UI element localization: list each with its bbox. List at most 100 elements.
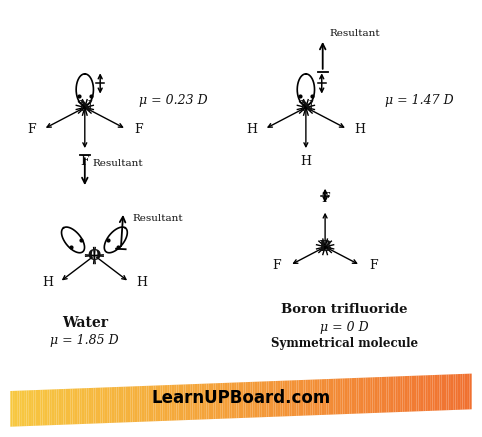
Polygon shape (59, 389, 61, 425)
Polygon shape (379, 377, 382, 413)
Polygon shape (183, 385, 186, 420)
Polygon shape (435, 375, 437, 411)
Polygon shape (368, 378, 370, 413)
Polygon shape (76, 74, 94, 105)
Polygon shape (398, 376, 400, 412)
Polygon shape (119, 387, 121, 423)
Polygon shape (56, 389, 59, 425)
Polygon shape (162, 385, 165, 421)
Polygon shape (13, 391, 15, 427)
Polygon shape (36, 390, 38, 426)
Text: N: N (78, 101, 92, 114)
Text: Symmetrical molecule: Symmetrical molecule (271, 337, 418, 350)
Polygon shape (117, 387, 119, 423)
Text: Boron trifluoride: Boron trifluoride (281, 303, 408, 316)
Text: F: F (27, 123, 36, 136)
Text: μ = 1.85 D: μ = 1.85 D (51, 334, 119, 347)
Polygon shape (100, 388, 103, 423)
Polygon shape (345, 378, 347, 414)
Polygon shape (340, 378, 343, 414)
Text: F: F (370, 259, 378, 272)
Text: μ = 1.47 D: μ = 1.47 D (385, 94, 453, 108)
Polygon shape (107, 387, 109, 423)
Polygon shape (109, 387, 112, 423)
Polygon shape (248, 382, 250, 418)
Polygon shape (407, 376, 409, 412)
Polygon shape (158, 385, 160, 421)
Polygon shape (214, 383, 215, 419)
Polygon shape (421, 375, 423, 411)
Polygon shape (373, 377, 375, 413)
Polygon shape (343, 378, 345, 414)
Polygon shape (239, 382, 241, 418)
Polygon shape (62, 227, 84, 253)
Polygon shape (236, 382, 239, 418)
Polygon shape (268, 381, 271, 417)
Text: N: N (299, 101, 313, 114)
Polygon shape (253, 382, 255, 418)
Polygon shape (33, 390, 36, 426)
Polygon shape (52, 389, 54, 425)
Polygon shape (31, 390, 33, 426)
Polygon shape (218, 383, 220, 419)
Polygon shape (444, 375, 446, 410)
Polygon shape (352, 378, 354, 414)
Text: H: H (354, 123, 365, 136)
Text: B: B (319, 240, 332, 254)
Polygon shape (47, 389, 50, 425)
Polygon shape (77, 388, 80, 424)
Polygon shape (151, 385, 153, 421)
Polygon shape (42, 390, 45, 426)
Polygon shape (243, 382, 246, 418)
Polygon shape (301, 380, 303, 416)
Polygon shape (137, 386, 139, 422)
Polygon shape (388, 377, 391, 413)
Polygon shape (98, 388, 100, 423)
Polygon shape (361, 378, 363, 413)
Polygon shape (38, 390, 40, 426)
Polygon shape (61, 389, 63, 425)
Polygon shape (322, 379, 324, 415)
Polygon shape (310, 380, 312, 416)
Polygon shape (460, 374, 462, 410)
Polygon shape (40, 390, 42, 426)
Polygon shape (423, 375, 426, 411)
Polygon shape (80, 388, 82, 424)
Polygon shape (142, 386, 144, 422)
Polygon shape (91, 388, 94, 424)
Polygon shape (469, 374, 472, 409)
Polygon shape (393, 376, 396, 412)
Polygon shape (133, 386, 135, 422)
Polygon shape (315, 379, 317, 415)
Polygon shape (220, 383, 223, 419)
Polygon shape (375, 377, 377, 413)
Polygon shape (204, 384, 206, 420)
Polygon shape (359, 378, 361, 413)
Polygon shape (167, 385, 170, 421)
Text: LearnUPBoard.com: LearnUPBoard.com (151, 389, 331, 407)
Text: Resultant: Resultant (330, 29, 380, 38)
Polygon shape (24, 390, 27, 426)
Polygon shape (370, 377, 373, 413)
Polygon shape (400, 376, 402, 412)
Text: μ = 0 D: μ = 0 D (320, 321, 369, 334)
Polygon shape (176, 385, 179, 420)
Polygon shape (329, 379, 331, 415)
Polygon shape (324, 379, 326, 415)
Polygon shape (144, 386, 147, 422)
Text: μ = 0.23 D: μ = 0.23 D (139, 94, 208, 108)
Polygon shape (82, 388, 84, 424)
Text: Resultant: Resultant (92, 159, 143, 168)
Polygon shape (66, 389, 68, 425)
Polygon shape (165, 385, 167, 421)
Polygon shape (232, 382, 234, 418)
Polygon shape (84, 388, 86, 424)
Polygon shape (326, 379, 329, 415)
Polygon shape (170, 385, 172, 421)
Polygon shape (465, 374, 467, 409)
Polygon shape (414, 376, 416, 412)
Polygon shape (262, 382, 264, 417)
Polygon shape (190, 384, 192, 420)
Polygon shape (462, 374, 465, 409)
Polygon shape (312, 379, 315, 415)
